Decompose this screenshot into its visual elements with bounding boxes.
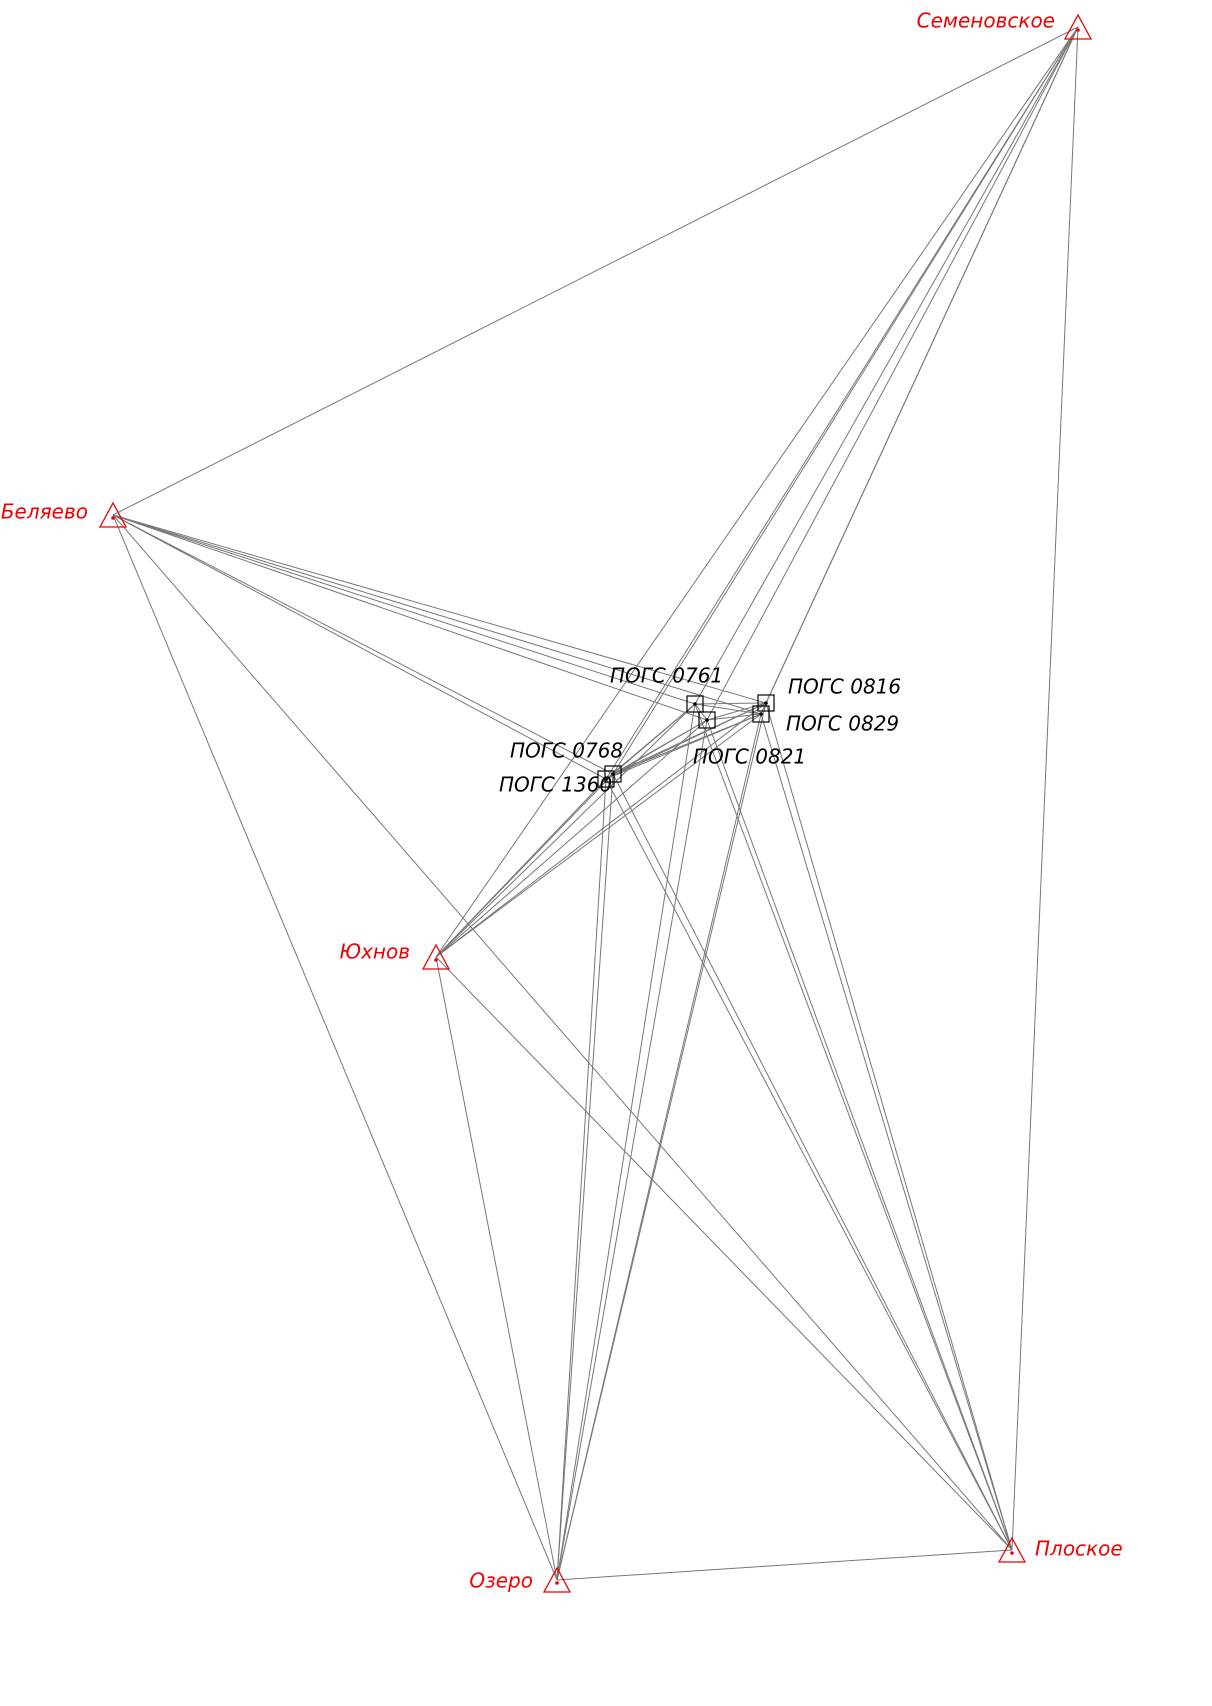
point-dot bbox=[705, 718, 709, 722]
point-marker bbox=[752, 705, 770, 723]
edge bbox=[112, 514, 558, 1581]
edge bbox=[112, 514, 1013, 1551]
point-marker bbox=[757, 694, 775, 712]
point-label: ПОГС 0761 bbox=[610, 664, 723, 688]
edge bbox=[694, 703, 762, 715]
edge bbox=[612, 773, 1013, 1551]
point-dot bbox=[764, 701, 768, 705]
point-marker bbox=[698, 711, 716, 729]
nodes: Семеновское Беляево Юхнов Озеро Плоское ПОГС … bbox=[1, 9, 1123, 1593]
edge bbox=[706, 719, 1013, 1551]
point-dot bbox=[759, 712, 763, 716]
station-point bbox=[555, 1581, 559, 1585]
edge bbox=[112, 26, 1079, 516]
point-marker bbox=[597, 770, 615, 788]
edge bbox=[556, 703, 696, 1581]
point-dot bbox=[693, 702, 697, 706]
edge bbox=[556, 713, 762, 1581]
station-label: Плоское bbox=[1035, 1537, 1123, 1561]
edge bbox=[556, 1549, 1013, 1581]
edge bbox=[435, 26, 1079, 958]
station-marker bbox=[421, 943, 451, 970]
edge bbox=[112, 514, 696, 705]
edge bbox=[760, 713, 1013, 1551]
edge bbox=[612, 26, 1079, 775]
edge bbox=[435, 703, 696, 958]
edge bbox=[556, 719, 708, 1581]
edge bbox=[112, 514, 767, 704]
edge bbox=[556, 773, 614, 1581]
station-label: Беляево bbox=[1, 500, 88, 524]
edge bbox=[435, 719, 708, 958]
station-point bbox=[1076, 28, 1080, 32]
point-marker bbox=[604, 765, 622, 783]
edges bbox=[112, 26, 1079, 1581]
edge bbox=[694, 703, 1013, 1551]
edge bbox=[694, 26, 1079, 705]
point-label: ПОГС 0821 bbox=[693, 745, 806, 769]
edge bbox=[605, 778, 1013, 1551]
edge bbox=[605, 719, 708, 780]
edge bbox=[605, 26, 1079, 780]
station-point bbox=[434, 958, 438, 962]
edge bbox=[765, 702, 1013, 1551]
point-label: ПОГС 0816 bbox=[788, 675, 901, 699]
point-dot bbox=[604, 777, 608, 781]
edge bbox=[556, 778, 607, 1581]
station-label: Озеро bbox=[469, 1569, 533, 1593]
station-label: Семеновское bbox=[917, 9, 1055, 33]
point-label: ПОГС 0829 bbox=[786, 712, 899, 736]
edge bbox=[435, 956, 558, 1581]
edge bbox=[1011, 26, 1079, 1551]
station-point bbox=[1010, 1551, 1014, 1555]
point-label: ПОГС 0768 bbox=[510, 739, 623, 763]
station-marker bbox=[997, 1536, 1027, 1563]
station-marker bbox=[542, 1566, 572, 1593]
edge bbox=[605, 713, 762, 780]
point-marker bbox=[686, 695, 704, 713]
point-label: ПОГС 1360 bbox=[499, 773, 612, 797]
station-point bbox=[111, 516, 115, 520]
edge bbox=[694, 702, 767, 705]
edge bbox=[112, 514, 708, 721]
edge bbox=[706, 713, 762, 721]
edge bbox=[760, 26, 1079, 715]
edge bbox=[760, 702, 767, 715]
station-marker bbox=[98, 501, 128, 528]
station-label: Юхнов bbox=[339, 940, 410, 964]
edge bbox=[706, 26, 1079, 721]
edge bbox=[435, 956, 1013, 1551]
edge bbox=[435, 778, 607, 958]
station-marker bbox=[1063, 13, 1093, 40]
edge bbox=[435, 713, 762, 958]
edge bbox=[112, 514, 607, 780]
edge bbox=[112, 514, 614, 775]
edge bbox=[112, 514, 762, 715]
